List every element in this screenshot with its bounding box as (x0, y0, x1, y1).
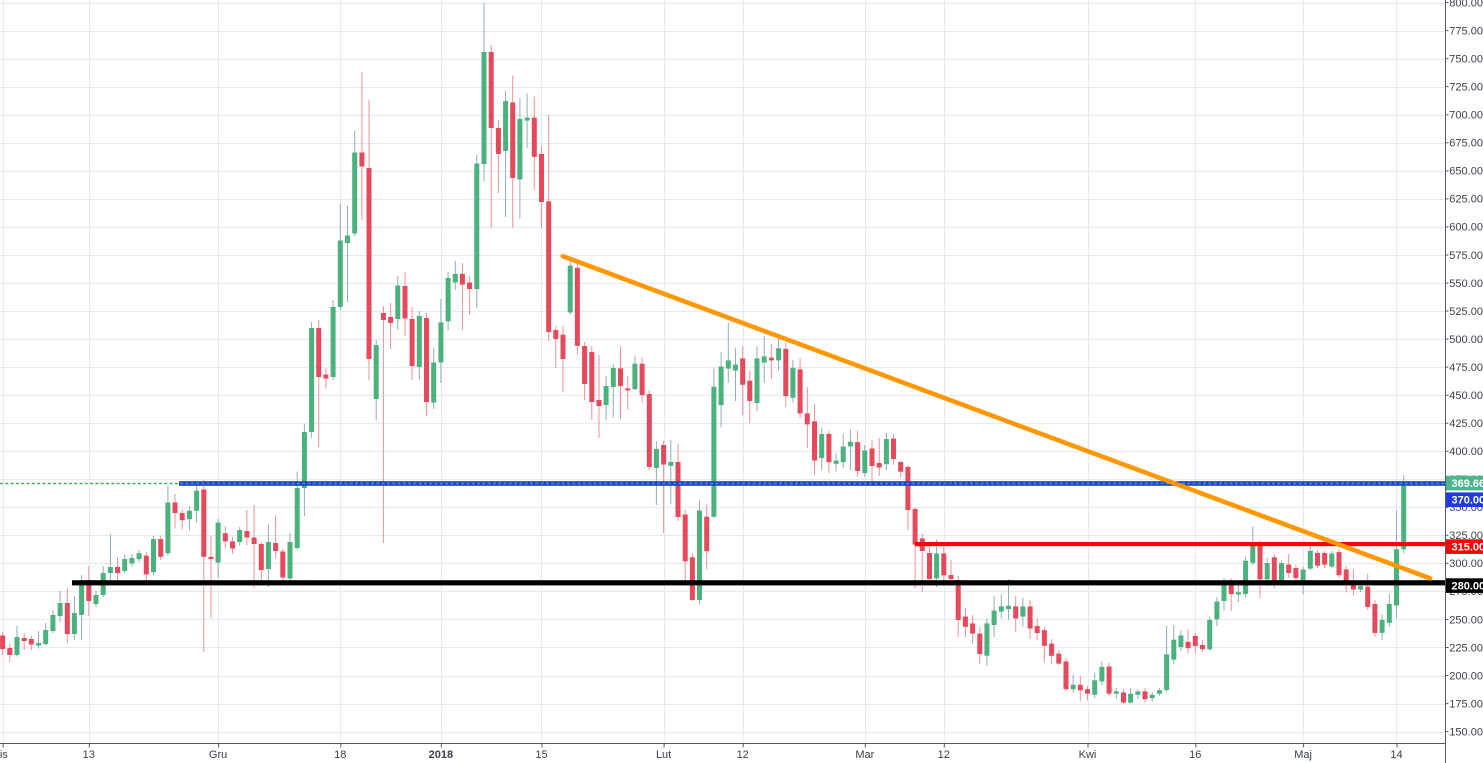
svg-text:lis: lis (0, 749, 8, 761)
svg-text:575.00: 575.00 (1449, 250, 1483, 262)
svg-text:Lut: Lut (656, 749, 671, 761)
svg-text:369.66: 369.66 (1452, 478, 1483, 490)
svg-text:650.00: 650.00 (1449, 166, 1483, 178)
svg-text:280.00: 280.00 (1452, 580, 1483, 592)
svg-text:500.00: 500.00 (1449, 334, 1483, 346)
svg-text:400.00: 400.00 (1449, 446, 1483, 458)
svg-text:315.00: 315.00 (1452, 541, 1483, 553)
svg-text:Maj: Maj (1294, 749, 1312, 761)
svg-text:775.00: 775.00 (1449, 26, 1483, 38)
svg-text:200.00: 200.00 (1449, 670, 1483, 682)
svg-text:700.00: 700.00 (1449, 110, 1483, 122)
svg-text:12: 12 (938, 749, 950, 761)
svg-text:16: 16 (1189, 749, 1201, 761)
svg-text:225.00: 225.00 (1449, 642, 1483, 654)
svg-text:Kwi: Kwi (1079, 749, 1097, 761)
svg-text:370.00: 370.00 (1452, 495, 1483, 507)
svg-text:150.00: 150.00 (1449, 726, 1483, 738)
svg-text:2018: 2018 (429, 749, 453, 761)
svg-text:250.00: 250.00 (1449, 614, 1483, 626)
svg-text:800.00: 800.00 (1449, 0, 1483, 9)
svg-text:475.00: 475.00 (1449, 362, 1483, 374)
svg-text:450.00: 450.00 (1449, 390, 1483, 402)
svg-text:12: 12 (737, 749, 749, 761)
svg-text:750.00: 750.00 (1449, 54, 1483, 66)
svg-text:550.00: 550.00 (1449, 278, 1483, 290)
svg-text:725.00: 725.00 (1449, 82, 1483, 94)
svg-text:300.00: 300.00 (1449, 558, 1483, 570)
svg-text:Gru: Gru (209, 749, 227, 761)
svg-text:18: 18 (334, 749, 346, 761)
svg-text:Mar: Mar (855, 749, 874, 761)
svg-text:675.00: 675.00 (1449, 138, 1483, 150)
svg-text:15: 15 (535, 749, 547, 761)
svg-text:600.00: 600.00 (1449, 222, 1483, 234)
svg-text:175.00: 175.00 (1449, 698, 1483, 710)
svg-text:425.00: 425.00 (1449, 418, 1483, 430)
svg-text:350.00: 350.00 (1449, 502, 1483, 514)
svg-text:525.00: 525.00 (1449, 306, 1483, 318)
svg-text:325.00: 325.00 (1449, 530, 1483, 542)
svg-text:13: 13 (83, 749, 95, 761)
svg-text:625.00: 625.00 (1449, 194, 1483, 206)
svg-text:14: 14 (1390, 749, 1402, 761)
